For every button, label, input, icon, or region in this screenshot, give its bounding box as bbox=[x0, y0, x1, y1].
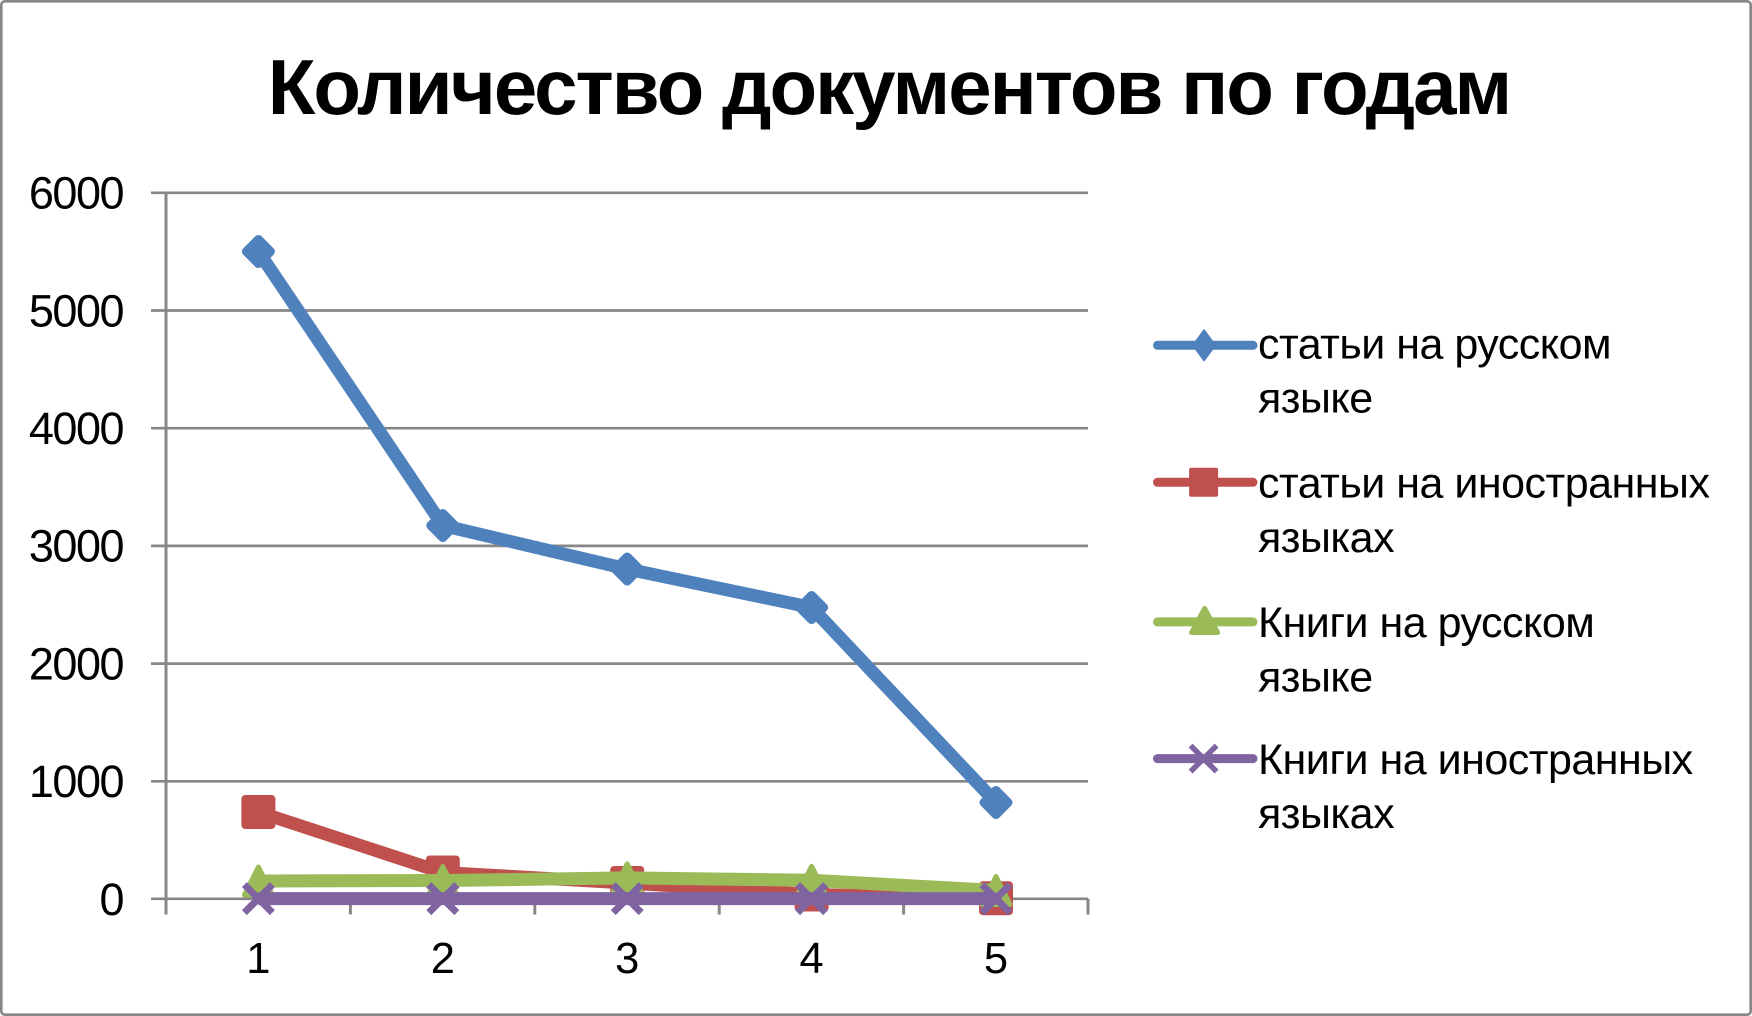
svg-text:статьи на русском: статьи на русском bbox=[1258, 320, 1611, 368]
svg-text:1: 1 bbox=[246, 935, 270, 983]
svg-text:Количество документов по годам: Количество документов по годам bbox=[268, 43, 1511, 131]
svg-text:2: 2 bbox=[431, 935, 455, 983]
svg-text:Книги на иностранных: Книги на иностранных bbox=[1258, 736, 1694, 784]
svg-text:статьи на иностранных: статьи на иностранных bbox=[1258, 460, 1710, 508]
svg-text:языке: языке bbox=[1258, 653, 1373, 701]
svg-text:языках: языках bbox=[1258, 790, 1395, 838]
svg-text:3000: 3000 bbox=[29, 521, 124, 572]
svg-text:5: 5 bbox=[984, 935, 1008, 983]
svg-text:4: 4 bbox=[799, 935, 823, 983]
svg-text:0: 0 bbox=[99, 874, 123, 925]
svg-text:5000: 5000 bbox=[29, 285, 124, 336]
svg-text:3: 3 bbox=[615, 935, 639, 983]
svg-text:4000: 4000 bbox=[29, 403, 124, 454]
svg-text:Книги на русском: Книги на русском bbox=[1258, 599, 1594, 647]
svg-text:языке: языке bbox=[1258, 375, 1373, 423]
svg-text:2000: 2000 bbox=[29, 638, 124, 689]
svg-text:языках: языках bbox=[1258, 514, 1395, 562]
svg-text:6000: 6000 bbox=[29, 168, 124, 219]
svg-text:1000: 1000 bbox=[29, 756, 124, 807]
